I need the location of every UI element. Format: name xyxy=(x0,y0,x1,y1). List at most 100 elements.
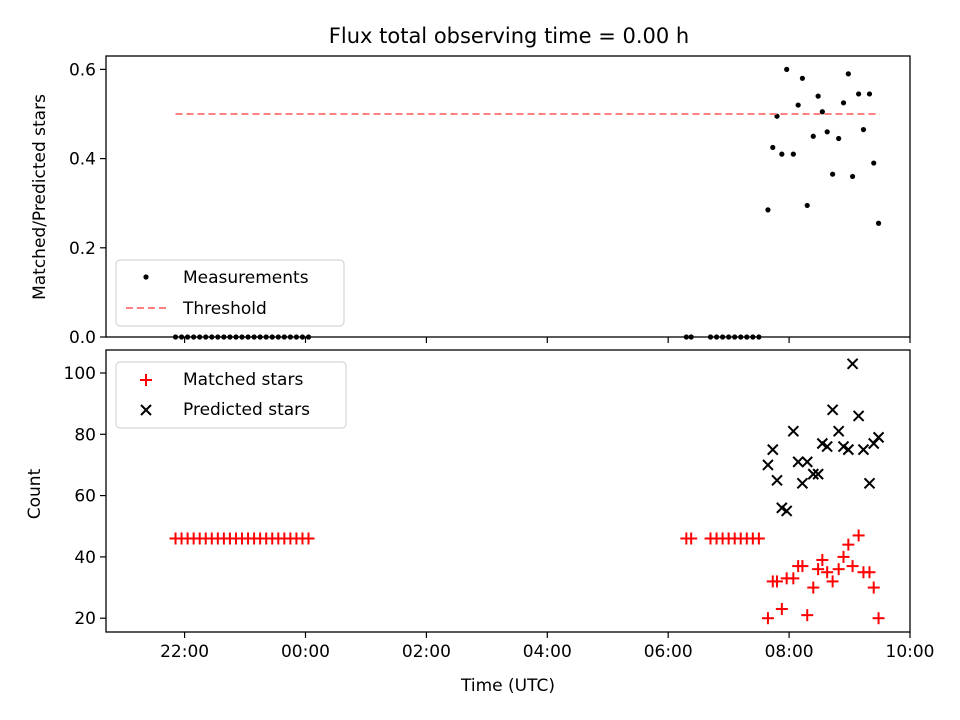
measurement-point xyxy=(866,91,873,97)
measurement-point xyxy=(779,151,785,157)
y-tick-label: 100 xyxy=(64,364,96,384)
matched-stars-point xyxy=(863,566,876,579)
matched-stars-point xyxy=(812,563,825,576)
y-tick-label: 20 xyxy=(74,609,96,629)
ratio-panel-ylabel: Matched/Predicted stars xyxy=(30,94,50,300)
measurement-point xyxy=(765,207,771,213)
matched-stars-point xyxy=(837,550,850,563)
matched-stars-point xyxy=(787,572,800,585)
predicted-stars-point xyxy=(801,456,813,468)
measurement-point xyxy=(191,334,197,340)
measurement-point xyxy=(221,334,227,340)
matched-stars-point xyxy=(302,532,315,545)
count-panel: Count Time (UTC) 20 40 60 80 100 22:00 00:00 0… xyxy=(25,349,935,696)
measurement-point xyxy=(810,133,816,139)
predicted-stars-point xyxy=(846,358,859,370)
measurement-point xyxy=(744,334,750,340)
predicted-stars-point xyxy=(826,404,839,416)
measurement-point xyxy=(287,334,293,340)
measurement-point xyxy=(750,334,756,340)
measurement-point xyxy=(172,334,179,340)
x-tick-label: 10:00 xyxy=(886,642,935,662)
predicted-stars-point xyxy=(762,459,774,471)
measurement-point xyxy=(784,66,790,72)
legend-measurements-marker xyxy=(143,274,149,280)
y-tick-label: 80 xyxy=(74,425,96,445)
measurement-point xyxy=(233,334,239,340)
measurement-point xyxy=(215,334,221,340)
predicted-stars-point xyxy=(821,440,833,453)
count-panel-frame xyxy=(105,349,911,633)
predicted-stars-point xyxy=(780,505,793,517)
measurement-point xyxy=(849,173,856,180)
measurement-point xyxy=(305,334,312,340)
ratio-y-ticks: 0.0 0.2 0.4 0.6 xyxy=(69,60,106,348)
measurement-point xyxy=(875,220,882,226)
y-tick-label: 0.0 xyxy=(69,328,96,348)
predicted-stars-point xyxy=(842,443,855,456)
measurement-point xyxy=(790,151,796,157)
measurement-point xyxy=(836,135,842,142)
x-tick-label: 04:00 xyxy=(523,642,572,662)
measurement-point xyxy=(713,334,720,340)
measurement-point xyxy=(251,334,257,340)
matched-stars-point xyxy=(761,612,774,625)
legend-measurements-label: Measurements xyxy=(183,268,309,288)
matched-stars-point xyxy=(842,538,855,551)
measurement-point xyxy=(178,334,185,340)
measurement-point xyxy=(732,334,738,340)
predicted-stars-point xyxy=(872,431,885,444)
ratio-panel: Matched/Predicted stars 0.0 0.2 0.4 0.6 Mea… xyxy=(30,55,911,348)
count-legend-box xyxy=(115,361,347,429)
matched-stars-point xyxy=(685,532,698,545)
y-tick-label: 0.4 xyxy=(69,150,96,170)
measurement-point xyxy=(830,171,836,177)
predicted-stars-point xyxy=(771,474,783,486)
measurement-point xyxy=(239,334,245,340)
ratio-x-ticks xyxy=(183,337,911,343)
matched-stars-point xyxy=(846,560,859,573)
measurement-point xyxy=(804,202,810,209)
x-tick-label: 22:00 xyxy=(160,642,209,662)
matched-stars-point xyxy=(826,575,839,588)
measurement-point xyxy=(281,334,287,340)
measurement-point xyxy=(819,109,825,115)
predicted-stars-point xyxy=(812,468,824,480)
y-tick-label: 0.2 xyxy=(69,239,96,259)
measurement-point xyxy=(275,334,281,340)
legend-predicted-label: Predicted stars xyxy=(183,400,310,420)
ratio-legend-box xyxy=(115,259,345,327)
matched-stars-point xyxy=(771,575,784,588)
measurement-point xyxy=(738,334,744,340)
y-tick-label: 0.6 xyxy=(69,60,96,80)
matched-stars-point xyxy=(867,581,880,594)
count-x-ticks: 22:00 00:00 02:00 04:00 06:00 08:00 10:00 xyxy=(160,632,935,662)
count-series xyxy=(169,358,885,625)
measurement-point xyxy=(726,334,732,340)
ratio-series xyxy=(172,66,882,340)
x-tick-label: 06:00 xyxy=(644,642,693,662)
measurement-point xyxy=(720,334,726,340)
measurement-point xyxy=(293,334,300,340)
matched-stars-point xyxy=(872,612,885,625)
measurement-point xyxy=(227,334,233,340)
matched-stars-point xyxy=(832,563,845,576)
legend-threshold-label: Threshold xyxy=(182,299,267,319)
measurement-point xyxy=(185,334,191,340)
count-panel-ylabel: Count xyxy=(25,468,45,519)
y-tick-label: 60 xyxy=(74,487,96,507)
y-tick-label: 40 xyxy=(74,548,96,568)
legend-predicted-marker xyxy=(140,404,152,416)
predicted-stars-point xyxy=(832,425,845,437)
predicted-stars-point xyxy=(796,477,809,490)
measurement-point xyxy=(197,334,203,340)
measurement-point xyxy=(799,75,805,81)
measurement-point xyxy=(795,102,801,108)
measurement-point xyxy=(269,334,275,340)
measurement-point xyxy=(688,334,694,340)
count-y-ticks: 20 40 60 80 100 xyxy=(64,364,106,629)
x-tick-label: 00:00 xyxy=(281,642,330,662)
measurement-point xyxy=(683,334,689,340)
matched-stars-point xyxy=(752,532,765,545)
predicted-stars-point xyxy=(767,443,779,456)
